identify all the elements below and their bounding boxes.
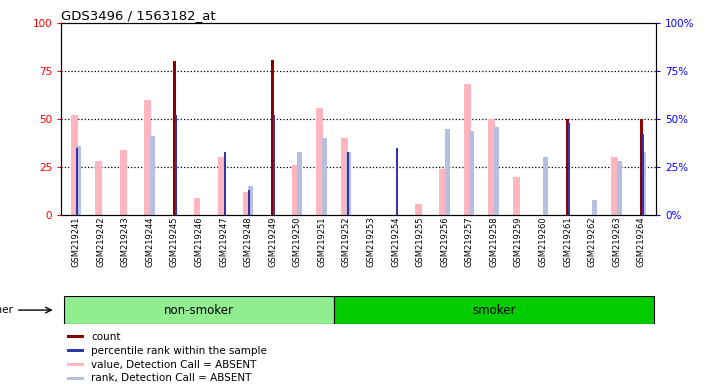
- Text: GDS3496 / 1563182_at: GDS3496 / 1563182_at: [61, 9, 216, 22]
- Bar: [67, 377, 84, 380]
- Text: GSM219241: GSM219241: [71, 217, 81, 267]
- Text: GSM219257: GSM219257: [465, 217, 474, 267]
- Bar: [76, 146, 81, 215]
- Text: GSM219244: GSM219244: [145, 217, 154, 267]
- Bar: [543, 157, 548, 215]
- Text: value, Detection Call = ABSENT: value, Detection Call = ABSENT: [91, 359, 257, 369]
- Bar: [489, 119, 495, 215]
- Bar: [346, 152, 351, 215]
- Bar: [334, 296, 654, 324]
- Bar: [445, 129, 450, 215]
- Bar: [174, 115, 177, 215]
- Text: smoker: smoker: [472, 304, 516, 316]
- Text: non-smoker: non-smoker: [164, 304, 234, 316]
- Bar: [611, 157, 618, 215]
- Text: GSM219253: GSM219253: [366, 217, 376, 267]
- Bar: [243, 192, 249, 215]
- Text: other: other: [0, 305, 13, 315]
- Bar: [71, 115, 78, 215]
- Bar: [63, 296, 334, 324]
- Text: GSM219259: GSM219259: [514, 217, 523, 267]
- Text: GSM219242: GSM219242: [96, 217, 105, 267]
- Bar: [95, 161, 102, 215]
- Text: GSM219254: GSM219254: [391, 217, 400, 267]
- Text: GSM219261: GSM219261: [563, 217, 572, 267]
- Bar: [120, 150, 127, 215]
- Text: GSM219248: GSM219248: [244, 217, 252, 267]
- Bar: [347, 152, 349, 215]
- Bar: [271, 60, 274, 215]
- Bar: [415, 204, 422, 215]
- Text: GSM219260: GSM219260: [539, 217, 547, 267]
- Bar: [439, 169, 446, 215]
- Bar: [67, 335, 84, 338]
- Bar: [76, 148, 79, 215]
- Bar: [273, 115, 275, 215]
- Text: GSM219249: GSM219249: [268, 217, 277, 267]
- Bar: [67, 349, 84, 352]
- Bar: [642, 134, 644, 215]
- Bar: [67, 363, 84, 366]
- Text: GSM219258: GSM219258: [490, 217, 498, 267]
- Text: GSM219245: GSM219245: [170, 217, 179, 267]
- Bar: [173, 61, 176, 215]
- Text: GSM219252: GSM219252: [342, 217, 351, 267]
- Bar: [317, 108, 323, 215]
- Text: rank, Detection Call = ABSENT: rank, Detection Call = ABSENT: [91, 373, 252, 384]
- Bar: [322, 138, 327, 215]
- Text: GSM219251: GSM219251: [317, 217, 327, 267]
- Bar: [494, 127, 499, 215]
- Bar: [640, 119, 642, 215]
- Bar: [513, 177, 520, 215]
- Bar: [469, 131, 474, 215]
- Bar: [568, 123, 570, 215]
- Text: GSM219247: GSM219247: [219, 217, 228, 267]
- Text: GSM219255: GSM219255: [415, 217, 425, 267]
- Text: GSM219246: GSM219246: [195, 217, 203, 267]
- Bar: [642, 152, 646, 215]
- Bar: [592, 200, 597, 215]
- Bar: [248, 190, 250, 215]
- Bar: [193, 198, 200, 215]
- Bar: [464, 84, 471, 215]
- Bar: [341, 138, 348, 215]
- Bar: [297, 152, 302, 215]
- Text: count: count: [91, 332, 120, 342]
- Text: GSM219243: GSM219243: [120, 217, 130, 267]
- Bar: [218, 157, 225, 215]
- Text: GSM219263: GSM219263: [612, 217, 622, 267]
- Bar: [150, 136, 155, 215]
- Bar: [396, 148, 398, 215]
- Bar: [292, 165, 298, 215]
- Text: GSM219264: GSM219264: [637, 217, 646, 267]
- Bar: [616, 161, 622, 215]
- Text: GSM219262: GSM219262: [588, 217, 597, 267]
- Bar: [144, 100, 151, 215]
- Bar: [224, 152, 226, 215]
- Bar: [248, 186, 253, 215]
- Text: GSM219250: GSM219250: [293, 217, 302, 267]
- Text: GSM219256: GSM219256: [441, 217, 449, 267]
- Text: percentile rank within the sample: percentile rank within the sample: [91, 346, 267, 356]
- Bar: [567, 119, 569, 215]
